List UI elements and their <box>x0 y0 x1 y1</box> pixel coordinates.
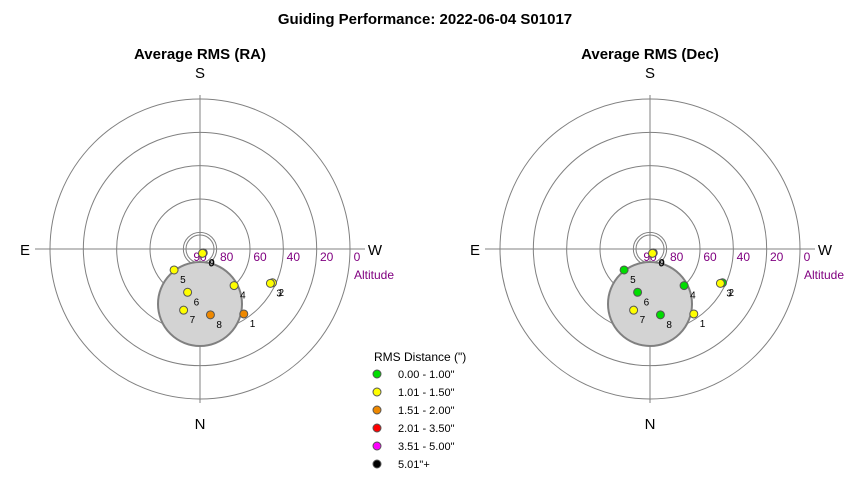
data-point-label: 3 <box>276 288 282 299</box>
polar-plot-ra: Average RMS (RA)SNEW90806040200Altitude1… <box>20 46 394 433</box>
subplot-title: Average RMS (RA) <box>134 46 266 63</box>
subplot-title: Average RMS (Dec) <box>581 46 719 63</box>
data-point-label: 7 <box>190 315 196 326</box>
data-point-label: 0 <box>659 258 665 269</box>
data-point <box>619 265 629 275</box>
cardinal-east: E <box>470 242 480 259</box>
data-point <box>183 287 193 297</box>
legend-swatch <box>372 405 382 415</box>
data-point-label: 5 <box>630 275 636 286</box>
legend-title: RMS Distance (") <box>374 350 466 364</box>
altitude-tick-label: 0 <box>354 250 361 264</box>
cardinal-north: N <box>645 416 656 433</box>
data-point-label: 2 <box>279 288 285 299</box>
altitude-tick-label: 40 <box>287 250 301 264</box>
altitude-tick-label: 80 <box>220 250 234 264</box>
legend-item-label: 3.51 - 5.00" <box>398 441 455 453</box>
legend-item-label: 1.51 - 2.00" <box>398 405 455 417</box>
cardinal-south: S <box>195 65 205 82</box>
legend-swatch <box>372 459 382 469</box>
cardinal-west: W <box>368 242 383 259</box>
data-point-label: 6 <box>644 297 650 308</box>
altitude-tick-label: 80 <box>670 250 684 264</box>
cardinal-east: E <box>20 242 30 259</box>
altitude-tick-label: 0 <box>804 250 811 264</box>
data-point <box>198 248 207 258</box>
cardinal-south: S <box>645 65 655 82</box>
legend-item-label: 5.01"+ <box>398 459 430 471</box>
cardinal-west: W <box>818 242 833 259</box>
altitude-axis-label: Altitude <box>804 268 844 282</box>
data-point <box>239 309 249 319</box>
data-point-label: 8 <box>666 320 672 331</box>
legend-swatch <box>372 423 382 433</box>
cardinal-north: N <box>195 416 206 433</box>
data-point-label: 3 <box>726 288 732 299</box>
data-point-label: 6 <box>194 297 200 308</box>
data-point-label: 9 <box>209 258 215 269</box>
horizon-limit-region <box>157 261 243 347</box>
legend-swatch <box>372 441 382 451</box>
altitude-tick-label: 20 <box>320 250 334 264</box>
data-point-label: 0 <box>209 258 215 269</box>
data-point-label: 1 <box>250 319 256 330</box>
data-point-label: 8 <box>216 320 222 331</box>
altitude-tick-label: 40 <box>737 250 751 264</box>
figure-title: Guiding Performance: 2022-06-04 S01017 <box>278 11 572 28</box>
data-point <box>179 305 189 315</box>
data-point <box>205 310 215 320</box>
data-point-label: 1 <box>700 319 706 330</box>
legend-item-label: 0.00 - 1.00" <box>398 369 455 381</box>
data-point-label: 4 <box>240 291 246 302</box>
rms-legend: RMS Distance (") 0.00 - 1.00" 1.01 - 1.50"… <box>372 350 466 471</box>
data-point <box>629 305 639 315</box>
legend-swatch <box>372 369 382 379</box>
horizon-limit-region <box>607 261 693 347</box>
data-point <box>679 281 689 291</box>
legend-item-label: 1.01 - 1.50" <box>398 387 455 399</box>
data-point <box>633 287 643 297</box>
data-point <box>715 278 725 288</box>
data-point <box>169 265 179 275</box>
polar-plot-dec: Average RMS (Dec)SNEW90806040200Altitude… <box>470 46 844 433</box>
data-point-label: 9 <box>659 258 665 269</box>
data-point-label: 7 <box>640 315 646 326</box>
legend-swatch <box>372 387 382 397</box>
altitude-axis-label: Altitude <box>354 268 394 282</box>
altitude-tick-label: 60 <box>253 250 267 264</box>
data-point <box>648 248 657 258</box>
data-point <box>655 310 665 320</box>
altitude-tick-label: 60 <box>703 250 717 264</box>
data-point <box>229 281 239 291</box>
data-point <box>689 309 699 319</box>
data-point-label: 2 <box>729 288 735 299</box>
legend-item-label: 2.01 - 3.50" <box>398 423 455 435</box>
data-point-label: 4 <box>690 291 696 302</box>
data-point <box>265 278 275 288</box>
data-point-label: 5 <box>180 275 186 286</box>
altitude-tick-label: 20 <box>770 250 784 264</box>
